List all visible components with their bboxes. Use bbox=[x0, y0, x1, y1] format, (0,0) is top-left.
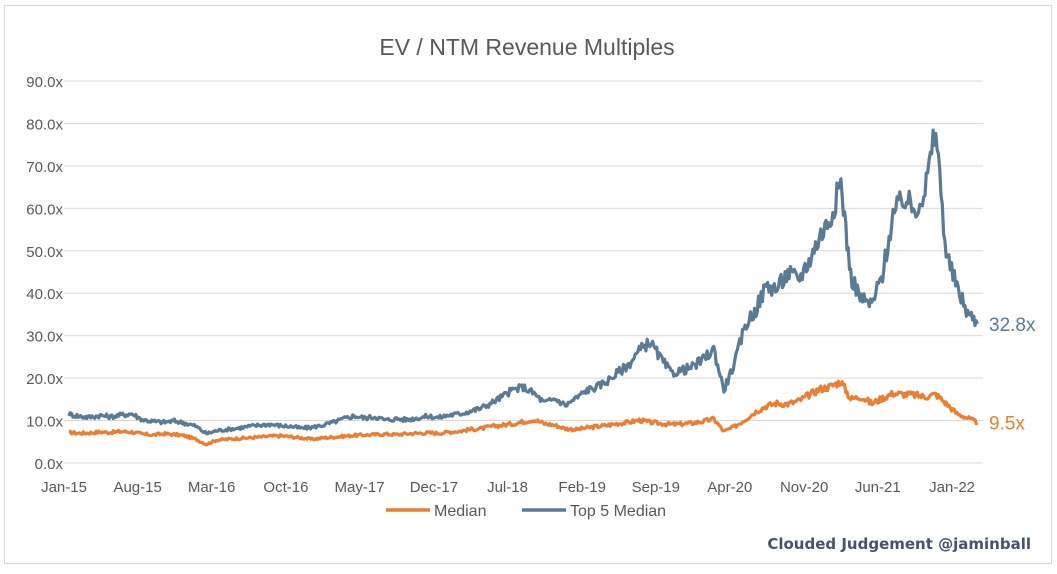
y-axis-ticks: 0.0x 10.0x 20.0x 30.0x 40.0x 50.0x 60.0x 70.0x 8… bbox=[26, 74, 63, 473]
x-tick-label: Nov-20 bbox=[780, 479, 828, 496]
x-tick-label: Aug-15 bbox=[113, 479, 161, 496]
x-tick-label: Jul-18 bbox=[487, 479, 528, 496]
series-line-top5-median bbox=[67, 128, 979, 436]
x-tick-label: Jun-21 bbox=[855, 479, 901, 496]
chart-frame: EV / NTM Revenue Multiples 0.0x 10.0x 20.0… bbox=[4, 5, 1052, 564]
x-tick-label: Sep-19 bbox=[632, 479, 680, 496]
x-axis-ticks: Jan-15 Aug-15 Mar-16 Oct-16 May-17 Dec-17 Jul-… bbox=[41, 479, 975, 496]
y-tick-label: 60.0x bbox=[26, 201, 63, 218]
x-tick-label: Dec-17 bbox=[410, 479, 458, 496]
legend: Median Top 5 Median bbox=[386, 503, 666, 520]
series-lines bbox=[67, 128, 979, 447]
x-tick-label: Mar-16 bbox=[188, 479, 236, 496]
y-tick-label: 0.0x bbox=[35, 456, 64, 473]
y-tick-label: 40.0x bbox=[26, 286, 63, 303]
y-tick-label: 10.0x bbox=[26, 414, 63, 431]
y-tick-label: 90.0x bbox=[26, 74, 63, 91]
x-tick-label: Jan-22 bbox=[929, 479, 975, 496]
x-tick-label: May-17 bbox=[335, 479, 385, 496]
series-end-labels: 9.5x 32.8x bbox=[989, 315, 1036, 435]
gridlines bbox=[64, 80, 983, 464]
end-value-label: 32.8x bbox=[989, 315, 1036, 336]
y-tick-label: 50.0x bbox=[26, 244, 63, 261]
legend-label: Median bbox=[434, 503, 486, 520]
end-value-label: 9.5x bbox=[989, 414, 1025, 435]
y-tick-label: 30.0x bbox=[26, 329, 63, 346]
legend-label: Top 5 Median bbox=[570, 503, 666, 520]
y-tick-label: 20.0x bbox=[26, 371, 63, 388]
watermark: Clouded Judgement @jaminball bbox=[767, 535, 1031, 553]
x-tick-label: Feb-19 bbox=[558, 479, 606, 496]
chart-title: EV / NTM Revenue Multiples bbox=[379, 34, 674, 60]
x-tick-label: Jan-15 bbox=[41, 479, 87, 496]
x-tick-label: Apr-20 bbox=[707, 479, 752, 496]
y-tick-label: 80.0x bbox=[26, 116, 63, 133]
y-tick-label: 70.0x bbox=[26, 159, 63, 176]
line-chart: EV / NTM Revenue Multiples 0.0x 10.0x 20.0… bbox=[26, 34, 1036, 553]
series-line-median bbox=[68, 379, 979, 447]
x-tick-label: Oct-16 bbox=[263, 479, 308, 496]
